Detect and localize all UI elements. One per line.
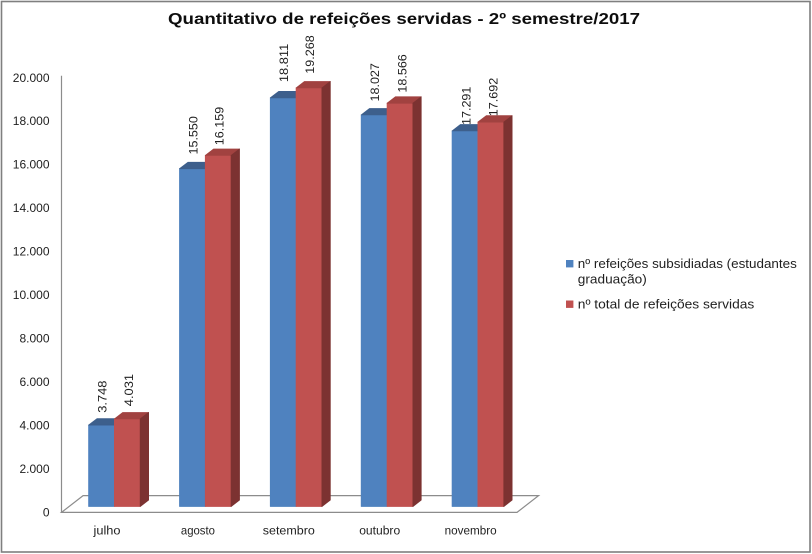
- svg-text:20.000: 20.000: [13, 71, 50, 85]
- svg-text:16.159: 16.159: [215, 107, 227, 145]
- svg-text:18.000: 18.000: [13, 114, 50, 128]
- svg-text:15.550: 15.550: [188, 116, 200, 154]
- svg-text:6.000: 6.000: [19, 375, 49, 389]
- svg-text:14.000: 14.000: [13, 201, 50, 215]
- svg-text:17.692: 17.692: [488, 78, 500, 116]
- svg-text:nº total de refeições servidas: nº total de refeições servidas: [578, 297, 755, 312]
- svg-text:18.811: 18.811: [279, 44, 291, 82]
- svg-text:julho: julho: [92, 524, 120, 538]
- svg-text:18.027: 18.027: [370, 63, 382, 101]
- svg-text:agosto: agosto: [181, 524, 215, 538]
- svg-text:3.748: 3.748: [97, 381, 109, 413]
- svg-text:16.000: 16.000: [13, 158, 50, 172]
- svg-text:setembro: setembro: [263, 524, 315, 538]
- svg-text:0: 0: [43, 505, 50, 519]
- svg-text:4.000: 4.000: [19, 418, 49, 432]
- svg-text:outubro: outubro: [359, 524, 400, 538]
- svg-text:17.291: 17.291: [461, 87, 473, 125]
- svg-text:8.000: 8.000: [19, 332, 49, 346]
- svg-text:2.000: 2.000: [19, 462, 49, 476]
- svg-text:18.566: 18.566: [397, 54, 409, 92]
- svg-text:12.000: 12.000: [13, 245, 50, 259]
- svg-text:nº refeições subsidiadas (estu: nº refeições subsidiadas (estudantes: [578, 256, 798, 271]
- svg-text:graduação): graduação): [578, 272, 647, 287]
- svg-text:Quantitativo de refeições serv: Quantitativo de refeições servidas - 2º …: [168, 11, 640, 28]
- svg-text:novembro: novembro: [445, 524, 497, 538]
- svg-text:4.031: 4.031: [124, 374, 136, 406]
- svg-text:10.000: 10.000: [13, 288, 50, 302]
- svg-text:19.268: 19.268: [305, 35, 317, 73]
